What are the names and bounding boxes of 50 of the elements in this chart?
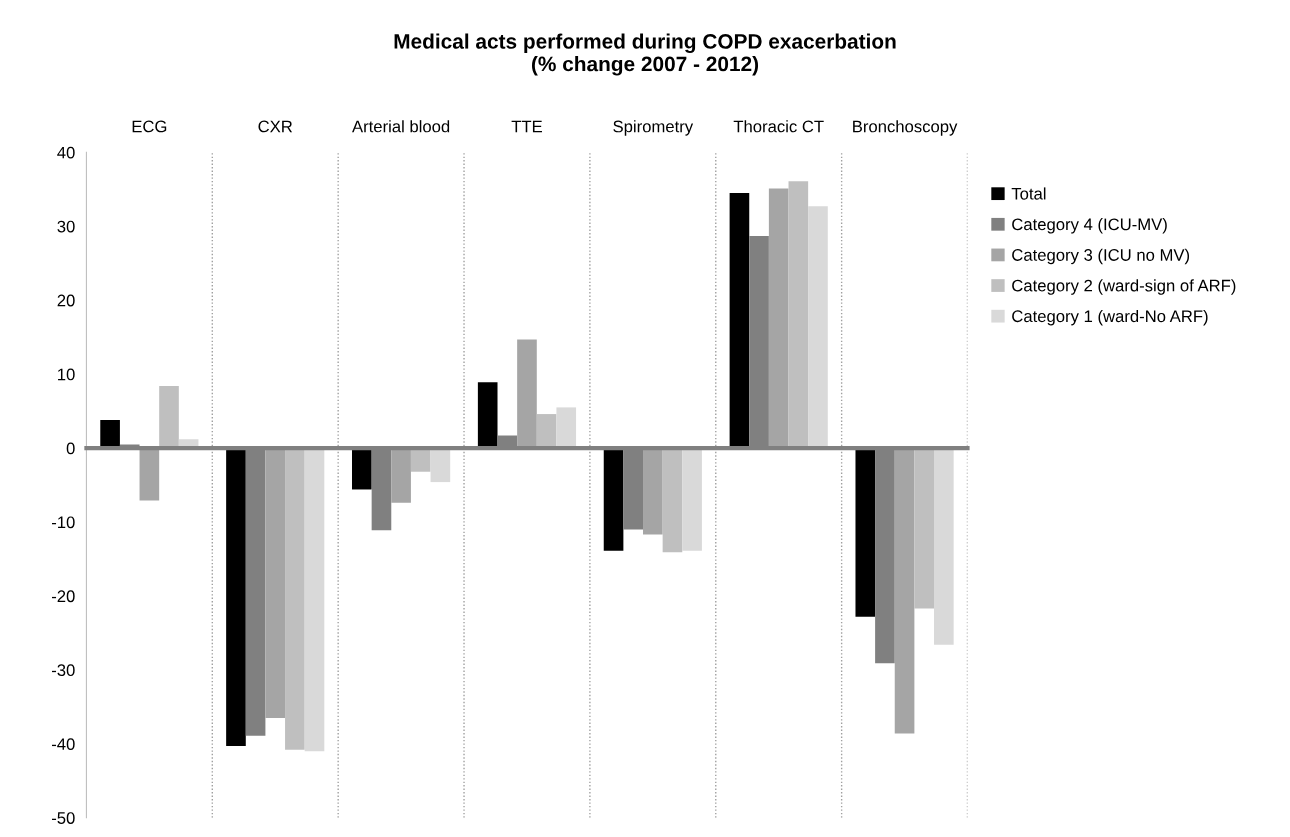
bar [410, 448, 431, 472]
bar [788, 181, 809, 449]
bar [643, 448, 663, 535]
bar [934, 448, 954, 645]
legend-label: Category 3 (ICU no MV) [1012, 248, 1190, 265]
bar [100, 419, 120, 449]
legend-label: Category 1 (ward-No ARF) [1012, 309, 1208, 326]
y-tick-label: 10 [58, 368, 75, 381]
bar [556, 407, 577, 449]
bar [662, 448, 683, 553]
bar [285, 448, 305, 750]
x-tick-label: Arterial blood [352, 120, 450, 133]
bar [352, 448, 372, 490]
x-tick-label: Thoracic CT [733, 120, 824, 133]
bar [159, 385, 179, 449]
x-tick-label: ECG [132, 120, 167, 133]
bar [894, 448, 915, 734]
legend-label: Category 2 (ward-sign of ARF) [1012, 279, 1236, 295]
bar [430, 448, 451, 483]
bar [855, 448, 876, 617]
y-tick-label: 40 [57, 146, 75, 159]
legend-label: Total [1011, 187, 1046, 200]
bar [391, 448, 411, 503]
x-tick-label: CXR [258, 120, 293, 133]
x-tick-label: TTE [511, 120, 542, 133]
y-tick-label: -50 [51, 812, 75, 824]
bar [536, 414, 557, 449]
y-tick-label: 30 [57, 220, 75, 233]
bar [139, 448, 160, 501]
bar [304, 448, 325, 752]
bar [517, 339, 537, 449]
bar [768, 188, 789, 449]
y-tick-label: 0 [66, 442, 75, 455]
bar [914, 448, 935, 609]
bar [729, 193, 750, 449]
y-tick-label: 20 [57, 294, 75, 307]
y-tick-label: -30 [51, 664, 75, 677]
bar [265, 448, 286, 718]
bar [603, 448, 624, 551]
y-tick-label: -10 [51, 516, 75, 529]
bar [477, 382, 498, 449]
bar [226, 448, 246, 747]
legend-label: Category 4 (ICU-MV) [1012, 218, 1167, 234]
chart-title: Medical acts performed during COPD exacerbation (% change 2007 - 2012) [394, 33, 896, 76]
x-tick-label: Spirometry [613, 120, 694, 136]
y-tick-label: -40 [51, 738, 75, 751]
bar [682, 448, 702, 551]
y-tick-label: -20 [51, 590, 75, 603]
bar [808, 206, 828, 449]
x-tick-label: Bronchoscopy [853, 120, 958, 136]
